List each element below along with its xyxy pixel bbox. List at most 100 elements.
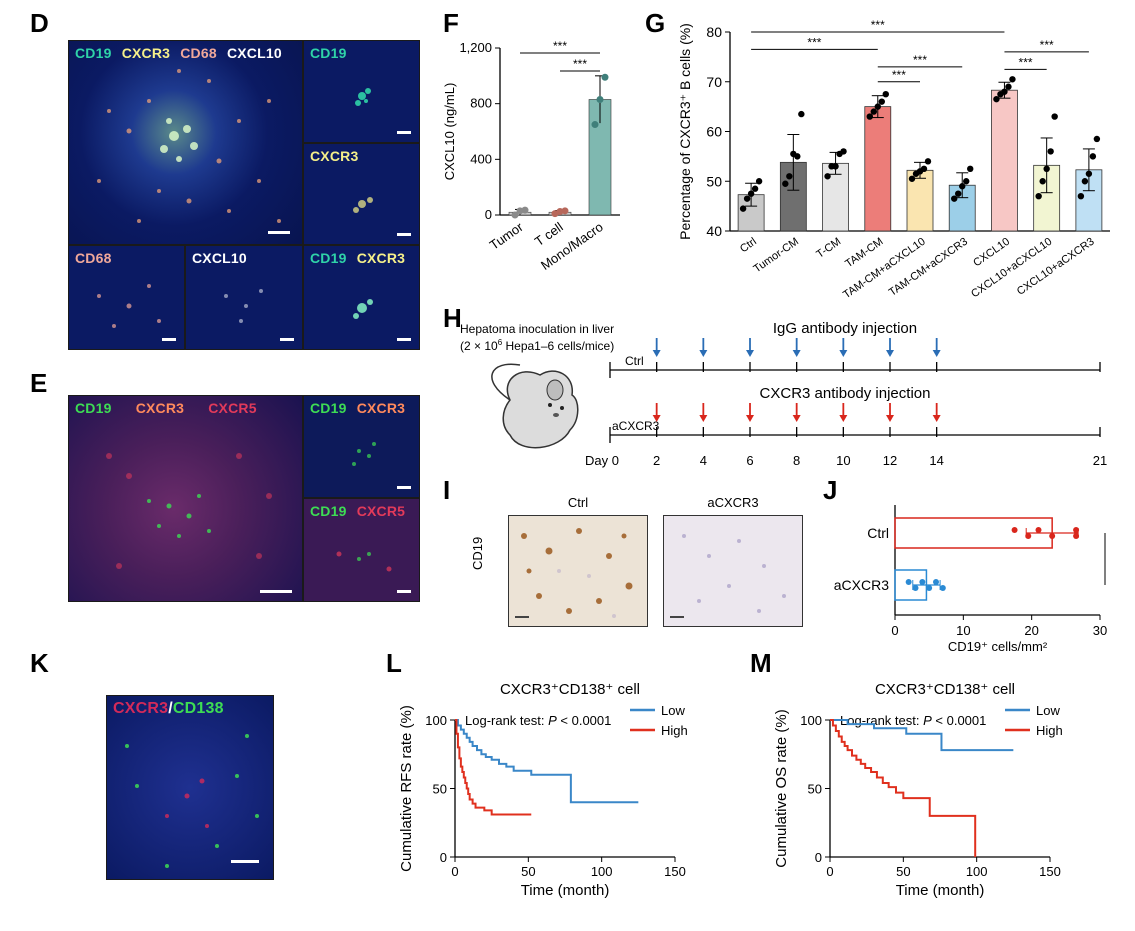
panel-label-e: E [30, 368, 48, 398]
data-point [596, 95, 604, 103]
y-axis-label: Cumulative RFS rate (%) [398, 705, 415, 872]
inoculation-line2: (2 × 106 Hepa1–6 cells/mice) [460, 338, 614, 353]
panel-d-tile-cd19: CD19 [303, 40, 420, 143]
label-cd19: CD19 [75, 45, 112, 61]
panel-k-image: CXCR3/CD138 [106, 695, 274, 880]
day-tick-label: 14 [929, 453, 943, 468]
log-rank-annotation: Log-rank test: P < 0.0001 [840, 713, 986, 728]
sig-label: *** [553, 39, 567, 53]
chart-title: CXCR3⁺CD138⁺ cell [500, 681, 640, 698]
scale-bar [268, 231, 290, 234]
y-tick-label: 100 [800, 713, 822, 728]
panel-e-tile-cd19-cxcr3: CD19 CXCR3 [303, 395, 420, 498]
panel-e-main-labels: CD19 CXCR3 CXCR5 [75, 400, 257, 416]
log-rank-annotation: Log-rank test: P < 0.0001 [465, 713, 611, 728]
sig-label: *** [1019, 55, 1033, 69]
day-tick-label: 10 [836, 453, 850, 468]
data-point [1009, 76, 1016, 83]
data-point [1077, 192, 1085, 200]
data-point [1073, 527, 1080, 533]
day-tick-label: 21 [1093, 453, 1107, 468]
y-tick-label: 50 [808, 782, 822, 797]
panel-h-timeline: Hepatoma inoculation in liver (2 × 106 H… [460, 320, 1107, 468]
data-point [920, 165, 928, 173]
injection-arrow-head [932, 350, 941, 357]
data-point [521, 206, 529, 214]
tile-texture [353, 197, 373, 213]
x-tick-label: 100 [966, 864, 988, 879]
label-cxcr3: CXCR3 [113, 700, 169, 717]
chart-g: 40 50 60 70 80 Percentage of CXCR3⁺ B cells (… [677, 20, 1110, 301]
injection-arrow-head [886, 415, 894, 422]
day-tick-label: 6 [746, 453, 753, 468]
x-tick-label: 20 [1024, 623, 1038, 638]
data-point [1001, 88, 1008, 95]
panel-label-d: D [30, 8, 49, 38]
label-cxcr3: CXCR3 [121, 45, 171, 61]
chart-m: CXCR3⁺CD138⁺ cell Log-rank test: P < 0.00… [773, 681, 1063, 899]
sig-label: *** [1040, 38, 1054, 52]
data-point [955, 190, 962, 197]
ihc-texture [521, 528, 633, 618]
data-point [840, 148, 847, 155]
legend-label: Low [661, 703, 685, 718]
x-tick-label: T-CM [814, 236, 843, 261]
igg-title: IgG antibody injection [773, 320, 917, 337]
data-point [782, 180, 789, 187]
label-cd68: CD68 [180, 45, 217, 61]
chart-title: CXCR3⁺CD138⁺ cell [875, 681, 1015, 698]
injection-arrow-head [839, 415, 848, 422]
data-point [1085, 170, 1093, 177]
x-tick-label: Ctrl [738, 236, 759, 256]
data-point [1073, 533, 1080, 539]
y-tick-label: 70 [706, 74, 722, 90]
data-point [1043, 165, 1050, 173]
ihc-row-cd19: CD19 [470, 536, 485, 570]
y-tick-label: 60 [706, 124, 722, 140]
data-point [908, 175, 916, 182]
x-tick-label: 30 [1093, 623, 1107, 638]
x-tick-label: 0 [451, 864, 458, 879]
label-cxcr3: CXCR3 [135, 400, 185, 416]
data-point [959, 183, 966, 190]
injection-arrow-head [886, 350, 894, 357]
data-point [874, 103, 881, 110]
sig-label: *** [807, 35, 821, 49]
panel-label-k: K [30, 648, 49, 678]
data-point [747, 190, 755, 197]
day-tick-label: 12 [883, 453, 897, 468]
km-curve [455, 719, 639, 804]
day-tick-label: 4 [700, 453, 707, 468]
scale-bar [397, 131, 411, 134]
data-point [755, 178, 763, 185]
tile-label: CD19 CXCR3 [310, 250, 405, 266]
y-tick-label: 1,200 [459, 40, 492, 55]
tile-texture [353, 299, 373, 319]
data-point [511, 211, 519, 219]
ctrl-label: Ctrl [625, 354, 644, 368]
data-point [751, 185, 759, 192]
data-point [1039, 178, 1046, 185]
data-point [561, 207, 569, 215]
x-tick-label: 50 [521, 864, 535, 879]
panel-d-tile-cxcl10: CXCL10 [185, 245, 303, 350]
data-point [963, 178, 970, 185]
label-separator: / [168, 700, 173, 717]
data-point [924, 158, 932, 165]
data-point [824, 173, 831, 180]
inoculation-line1: Hepatoma inoculation in liver [460, 322, 614, 336]
legend-label: High [661, 723, 688, 738]
panel-label-l: L [386, 648, 402, 678]
panel-d-tile-merge: CD19 CXCR3 [303, 245, 420, 350]
y-tick-label: aCXCR3 [834, 577, 889, 593]
legend-label: Low [1036, 703, 1060, 718]
panel-label-m: M [750, 648, 772, 678]
tile-texture [352, 442, 376, 466]
injection-arrow-head [746, 350, 754, 357]
x-tick-label: Tumor [487, 219, 527, 253]
x-axis-label: CD19⁺ cells/mm² [948, 639, 1048, 654]
x-tick-label: 100 [591, 864, 613, 879]
panel-label-i: I [443, 475, 451, 505]
y-tick-label: 40 [706, 223, 722, 239]
